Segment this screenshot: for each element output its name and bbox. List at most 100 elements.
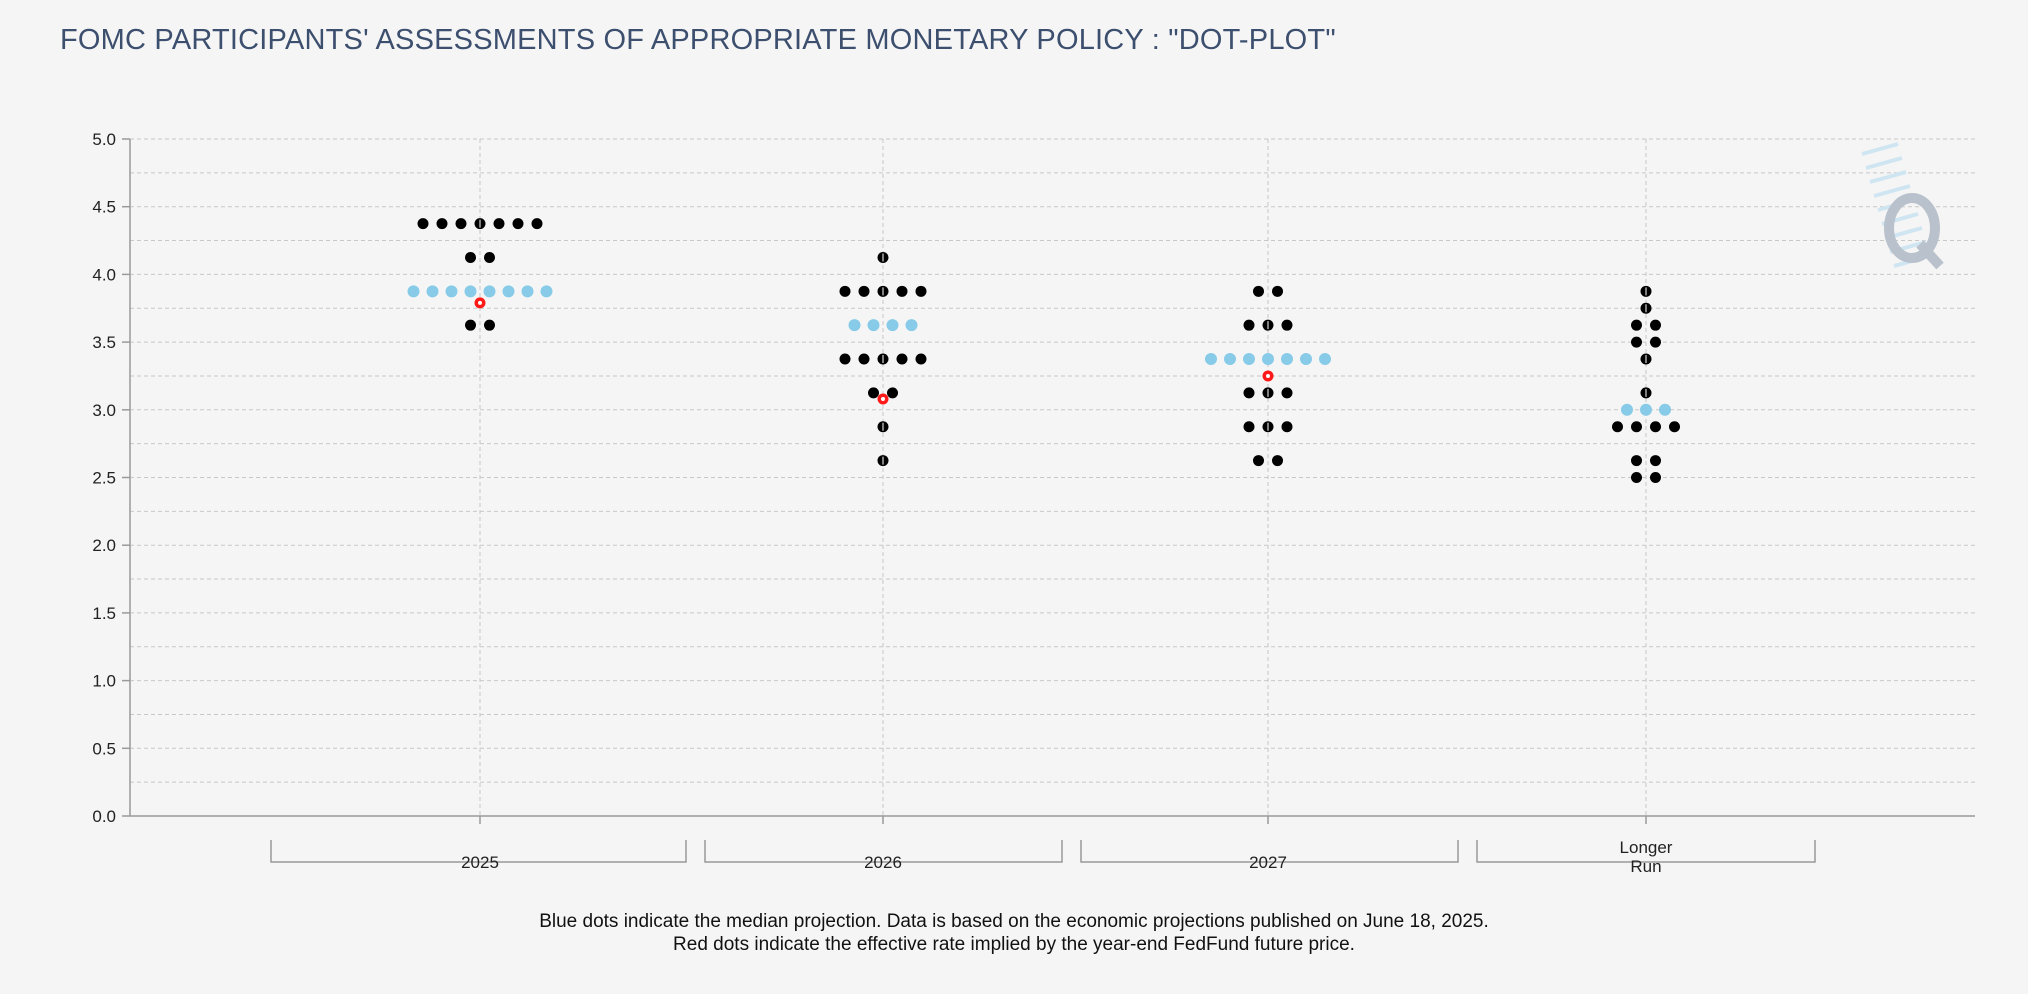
footnote-line-1: Blue dots indicate the median projection… (539, 911, 1489, 932)
participant-dot (1253, 285, 1264, 297)
median-dot (1262, 353, 1274, 366)
median-dot (886, 319, 899, 332)
participant-dot (1631, 472, 1642, 483)
y-tick-label: 2.5 (92, 469, 116, 488)
participant-dot (1631, 421, 1642, 433)
x-tick-label: 2027 (1249, 853, 1287, 872)
participant-dot (839, 353, 851, 365)
logo-stripe (1861, 142, 1899, 156)
participant-dot (868, 387, 879, 399)
participant-dot (1669, 421, 1680, 433)
chart-title: FOMC PARTICIPANTS' ASSESSMENTS OF APPROP… (60, 24, 1336, 56)
grid-layer (130, 138, 1975, 816)
logo-stripe (1873, 184, 1911, 198)
dot-layer (407, 218, 1680, 483)
participant-dot (1631, 455, 1642, 467)
median-dot (483, 285, 496, 298)
participant-dot (417, 218, 429, 230)
participant-dot (858, 285, 870, 297)
median-dot (502, 285, 515, 298)
y-tick-label: 4.5 (92, 198, 116, 217)
logo-ring (1884, 193, 1940, 263)
participant-dot (1650, 472, 1661, 483)
category-bracket (270, 840, 687, 863)
y-tick-label: 3.0 (92, 401, 116, 420)
q-logo-icon (1861, 142, 1944, 270)
median-dot (1205, 353, 1217, 366)
median-dot (1621, 403, 1633, 416)
median-dot (445, 285, 458, 298)
participant-dot (531, 218, 543, 230)
median-dot (1640, 403, 1652, 416)
participant-dot (915, 353, 927, 365)
x-tick-label: Run (1630, 857, 1661, 876)
y-tick-label: 4.0 (92, 265, 116, 284)
median-dot (1243, 353, 1255, 366)
median-dot (1281, 353, 1293, 366)
y-tick-label: 3.5 (92, 333, 116, 352)
participant-dot (1281, 387, 1293, 399)
participant-dot (1272, 285, 1283, 297)
category-bracket (1476, 840, 1816, 863)
participant-dot (1650, 319, 1661, 331)
median-dot (867, 319, 880, 332)
median-dot (1319, 353, 1331, 366)
participant-dot (1650, 455, 1661, 467)
participant-dot (896, 285, 908, 297)
participant-dot (1631, 319, 1642, 331)
median-dot (521, 285, 534, 298)
median-dot (1659, 403, 1671, 416)
x-tick-label: 2026 (864, 853, 902, 872)
participant-dot (455, 218, 467, 230)
participant-dot (484, 251, 495, 263)
x-tick-label: Longer (1620, 838, 1673, 857)
logo-stripe (1869, 170, 1907, 184)
participant-dot (1272, 455, 1283, 467)
implied-rate-dot-center (1266, 373, 1270, 378)
implied-rate-dot-center (881, 396, 885, 401)
participant-dot (1243, 421, 1255, 433)
participant-dot (1281, 421, 1293, 433)
participant-dot (1253, 455, 1264, 467)
participant-dot (1281, 319, 1293, 331)
logo-tail (1916, 240, 1944, 270)
participant-dot (1243, 387, 1255, 399)
median-dot (464, 285, 477, 298)
implied-rate-dot-center (478, 300, 482, 305)
participant-dot (1631, 336, 1642, 348)
median-dot (426, 285, 439, 298)
participant-dot (1243, 319, 1255, 331)
participant-dot (1650, 421, 1661, 433)
y-tick-label: 0.5 (92, 739, 116, 758)
participant-dot (436, 218, 448, 230)
median-dot (905, 319, 918, 332)
participant-dot (465, 319, 476, 331)
footnote-line-2: Red dots indicate the effective rate imp… (673, 934, 1355, 955)
participant-dot (858, 353, 870, 365)
x-tick-label: 2025 (461, 853, 499, 872)
participant-dot (887, 387, 898, 399)
participant-dot (1612, 421, 1623, 433)
participant-dot (465, 251, 476, 263)
median-dot (1300, 353, 1312, 366)
participant-dot (839, 285, 851, 297)
y-tick-label: 5.0 (92, 130, 116, 149)
participant-dot (493, 218, 505, 230)
y-tick-label: 2.0 (92, 536, 116, 555)
median-dot (407, 285, 420, 298)
median-dot (1224, 353, 1236, 366)
participant-dot (512, 218, 524, 230)
y-tick-label: 1.0 (92, 672, 116, 691)
median-dot (540, 285, 553, 298)
category-bracket (1080, 840, 1459, 863)
participant-dot (1650, 336, 1661, 348)
y-tick-label: 0.0 (92, 807, 116, 826)
y-tick-label: 1.5 (92, 604, 116, 623)
participant-dot (915, 285, 927, 297)
logo-stripe (1865, 156, 1903, 170)
participant-dot (484, 319, 495, 331)
category-bracket (704, 840, 1063, 863)
median-dot (848, 319, 861, 332)
axis-layer: 0.0 0.5 1.0 1.5 2.0 2.5 3.0 3.5 4.0 4.5 5.0 2025 202… (92, 130, 1975, 876)
